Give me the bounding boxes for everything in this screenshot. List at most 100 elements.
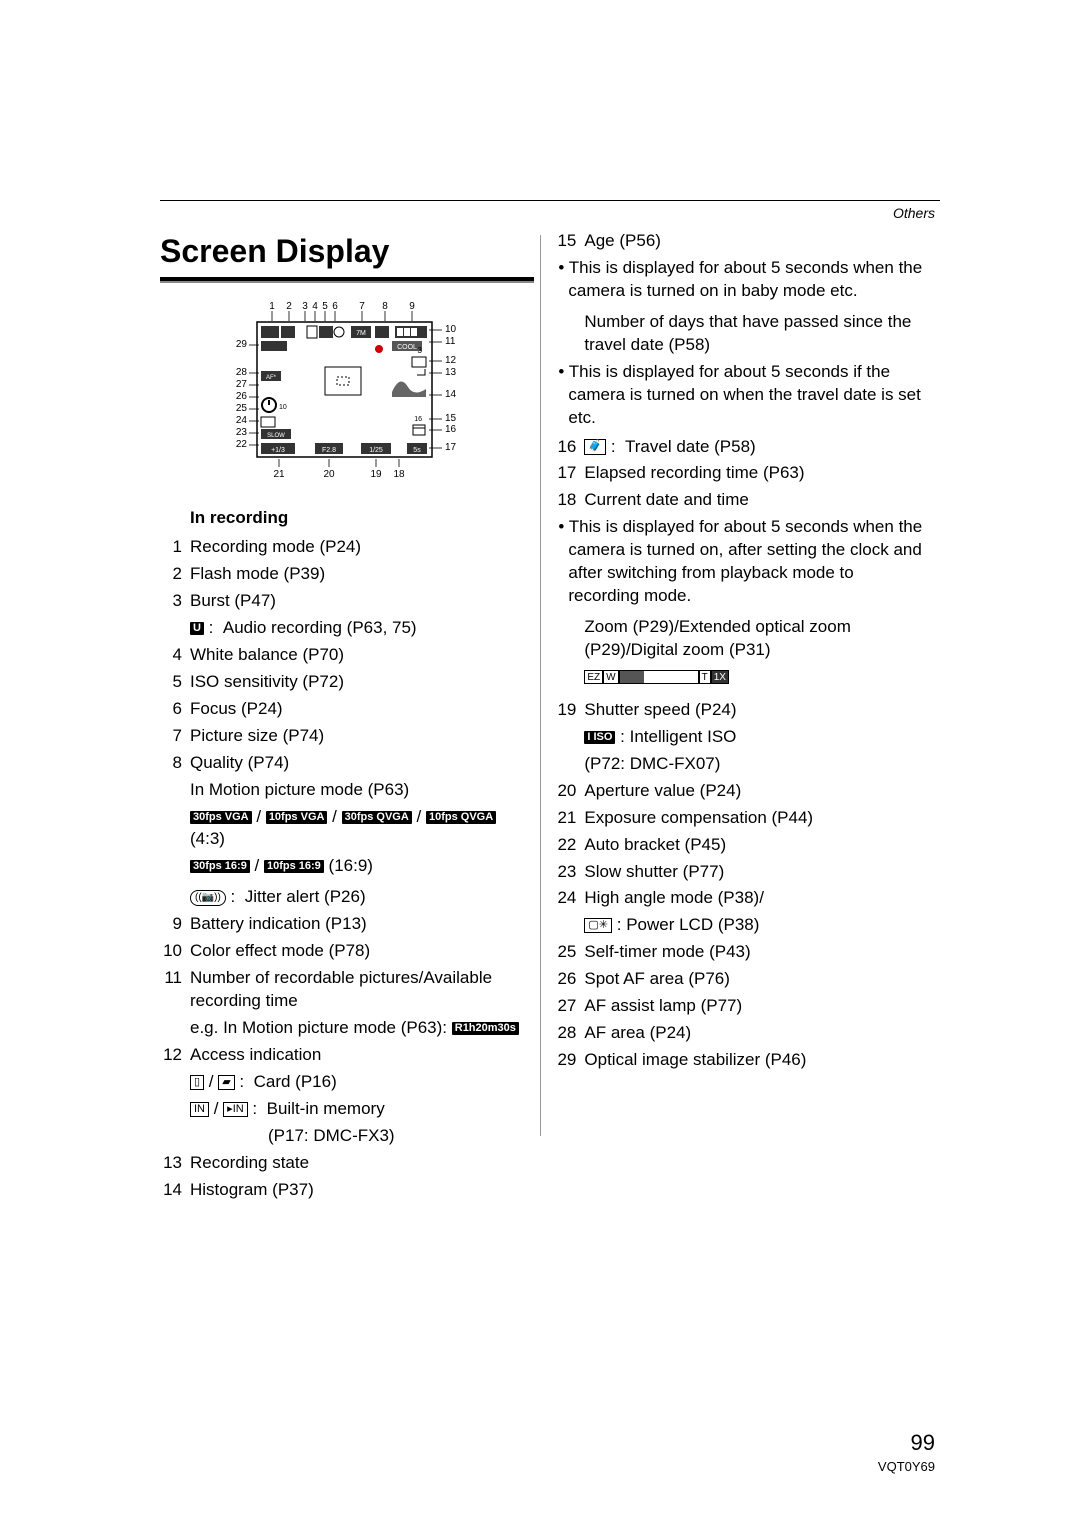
right-column: 15Age (P56) • This is displayed for abou… [554,230,928,1206]
item-19-sub: I ISO : Intelligent ISO [584,726,928,749]
item-12-card: ▯ / ▰ : Card (P16) [190,1071,534,1094]
section-label: Others [893,205,935,221]
diag-top-1: 1 [269,301,275,312]
zoom-track [619,670,699,684]
zoom-w: W [603,670,618,684]
diag-top-4: 4 [312,301,318,312]
item-22: 22Auto bracket (P45) [554,834,928,857]
item-18-zoom: Zoom (P29)/Extended optical zoom (P29)/D… [584,616,928,662]
svg-text:+1/3: +1/3 [271,447,285,454]
diag-top-2: 2 [286,301,292,312]
svg-text:14: 14 [445,389,457,400]
svg-text:24: 24 [236,415,248,426]
fps-icon: 30fps VGA [190,811,252,824]
item-24: 24High angle mode (P38)/ [554,887,928,910]
jitter-row: ((📷)) : Jitter alert (P26) [190,886,534,909]
item-29: 29Optical image stabilizer (P46) [554,1049,928,1072]
svg-text:18: 18 [394,469,406,480]
zoom-t: T [699,670,711,684]
item-20: 20Aperture value (P24) [554,780,928,803]
svg-text:15: 15 [445,413,457,424]
item-12-builtin-sub: (P17: DMC-FX3) [268,1125,534,1148]
page-number: 99 [911,1430,935,1456]
time-example: R1h20m30s [452,1022,519,1035]
jitter-icon: ((📷)) [190,890,226,906]
diag-top-7: 7 [359,301,365,312]
item-15: 15Age (P56) [554,230,928,253]
svg-text:26: 26 [236,391,248,402]
svg-text:21: 21 [274,469,286,480]
item-23: 23Slow shutter (P77) [554,861,928,884]
item-8: 8Quality (P74) [160,752,534,775]
svg-text:19: 19 [371,469,383,480]
in-recording-heading: In recording [190,507,534,530]
svg-text:27: 27 [236,379,248,390]
svg-text:22: 22 [236,439,248,450]
svg-text:10: 10 [279,404,287,411]
item-15-bullet3: • This is displayed for about 5 seconds … [568,361,928,430]
svg-text:F2.8: F2.8 [322,447,336,454]
zoom-ez: EZ [584,670,603,684]
diag-top-9: 9 [409,301,415,312]
svg-text:10: 10 [445,324,457,335]
svg-text:16: 16 [414,416,422,423]
item-15-bullet: • This is displayed for about 5 seconds … [568,257,928,303]
item-6: 6Focus (P24) [160,698,534,721]
item-28: 28AF area (P24) [554,1022,928,1045]
builtin-blink-icon: ▸IN [223,1102,248,1117]
fps-icon: 30fps QVGA [342,811,412,824]
travel-icon: 🧳 [584,439,606,454]
item-12-builtin: IN / ▸IN : Built-in memory [190,1098,534,1121]
fps-169-row: 30fps 16:9 / 10fps 16:9 (16:9) [190,855,534,878]
item-7: 7Picture size (P74) [160,725,534,748]
left-column: Screen Display 1 2 3 4 5 6 7 8 9 [160,230,534,1206]
motion-mode-heading: In Motion picture mode (P63) [190,779,534,802]
top-rule [160,200,940,201]
svg-text:COOL: COOL [397,344,417,351]
zoom-x: 1X [711,670,729,684]
title-underline [160,277,534,283]
fps-icon: 10fps VGA [266,811,328,824]
item-3: 3Burst (P47) [160,590,534,613]
item-12: 12Access indication [160,1044,534,1067]
diag-top-3: 3 [302,301,308,312]
item-4: 4White balance (P70) [160,644,534,667]
svg-text:AF*: AF* [266,375,277,381]
svg-text:1/25: 1/25 [369,447,383,454]
card-blink-icon: ▰ [218,1075,234,1090]
svg-text:28: 28 [236,367,248,378]
item-5: 5ISO sensitivity (P72) [160,671,534,694]
item-2: 2Flash mode (P39) [160,563,534,586]
iiso-icon: I ISO [584,731,615,744]
item-10: 10Color effect mode (P78) [160,940,534,963]
content-columns: Screen Display 1 2 3 4 5 6 7 8 9 [160,230,940,1206]
svg-text:29: 29 [236,339,248,350]
fps-icon: 10fps QVGA [426,811,496,824]
svg-text:SLOW: SLOW [267,433,285,439]
audio-icon: U [190,622,204,635]
svg-text:13: 13 [445,367,457,378]
svg-text:12: 12 [445,355,457,366]
fps-43-row: 30fps VGA / 10fps VGA / 30fps QVGA / 10f… [190,806,534,852]
svg-text:23: 23 [236,427,248,438]
item-27: 27AF assist lamp (P77) [554,995,928,1018]
svg-text:11: 11 [445,336,456,347]
column-separator [540,235,541,1136]
item-9: 9Battery indication (P13) [160,913,534,936]
item-3-sub: U : Audio recording (P63, 75) [190,617,534,640]
svg-text:5s: 5s [413,447,421,454]
item-15-b2: Number of days that have passed since th… [584,311,928,357]
diag-top-5: 5 [322,301,328,312]
item-18-bullet: • This is displayed for about 5 seconds … [568,516,928,608]
diag-top-8: 8 [382,301,388,312]
item-18: 18Current date and time [554,489,928,512]
fps-icon: 10fps 16:9 [264,860,324,873]
svg-text:3: 3 [418,346,423,355]
card-icon: ▯ [190,1075,204,1090]
item-17: 17Elapsed recording time (P63) [554,462,928,485]
item-1: 1Recording mode (P24) [160,536,534,559]
item-11: 11Number of recordable pictures/Availabl… [160,967,534,1013]
item-14: 14Histogram (P37) [160,1179,534,1202]
diag-top-6: 6 [332,301,338,312]
item-13: 13Recording state [160,1152,534,1175]
